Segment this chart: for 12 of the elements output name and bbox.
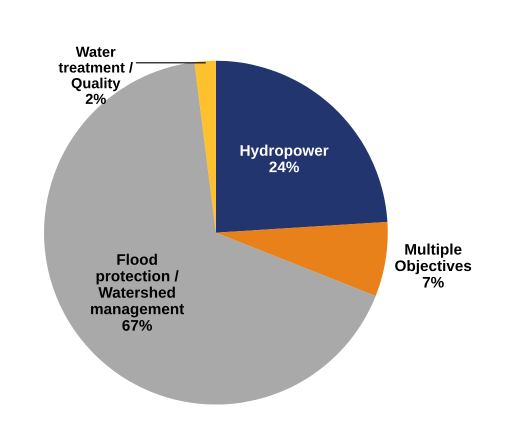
data-label: 7% xyxy=(422,276,444,288)
pie-slice xyxy=(44,62,376,405)
pie-slice xyxy=(216,222,388,296)
slice-label: Water treatment / Quality xyxy=(58,46,133,92)
slice-label: Flood protection / Watershed management xyxy=(91,254,184,318)
data-label: 2% xyxy=(86,94,106,104)
pie-slice xyxy=(216,60,388,233)
slice-label: Multiple Objectives xyxy=(395,244,472,274)
data-label: 67% xyxy=(122,320,152,331)
pie-slice xyxy=(194,60,216,233)
data-label: 24% xyxy=(269,162,300,172)
slice-label: Hydropower xyxy=(240,144,328,159)
